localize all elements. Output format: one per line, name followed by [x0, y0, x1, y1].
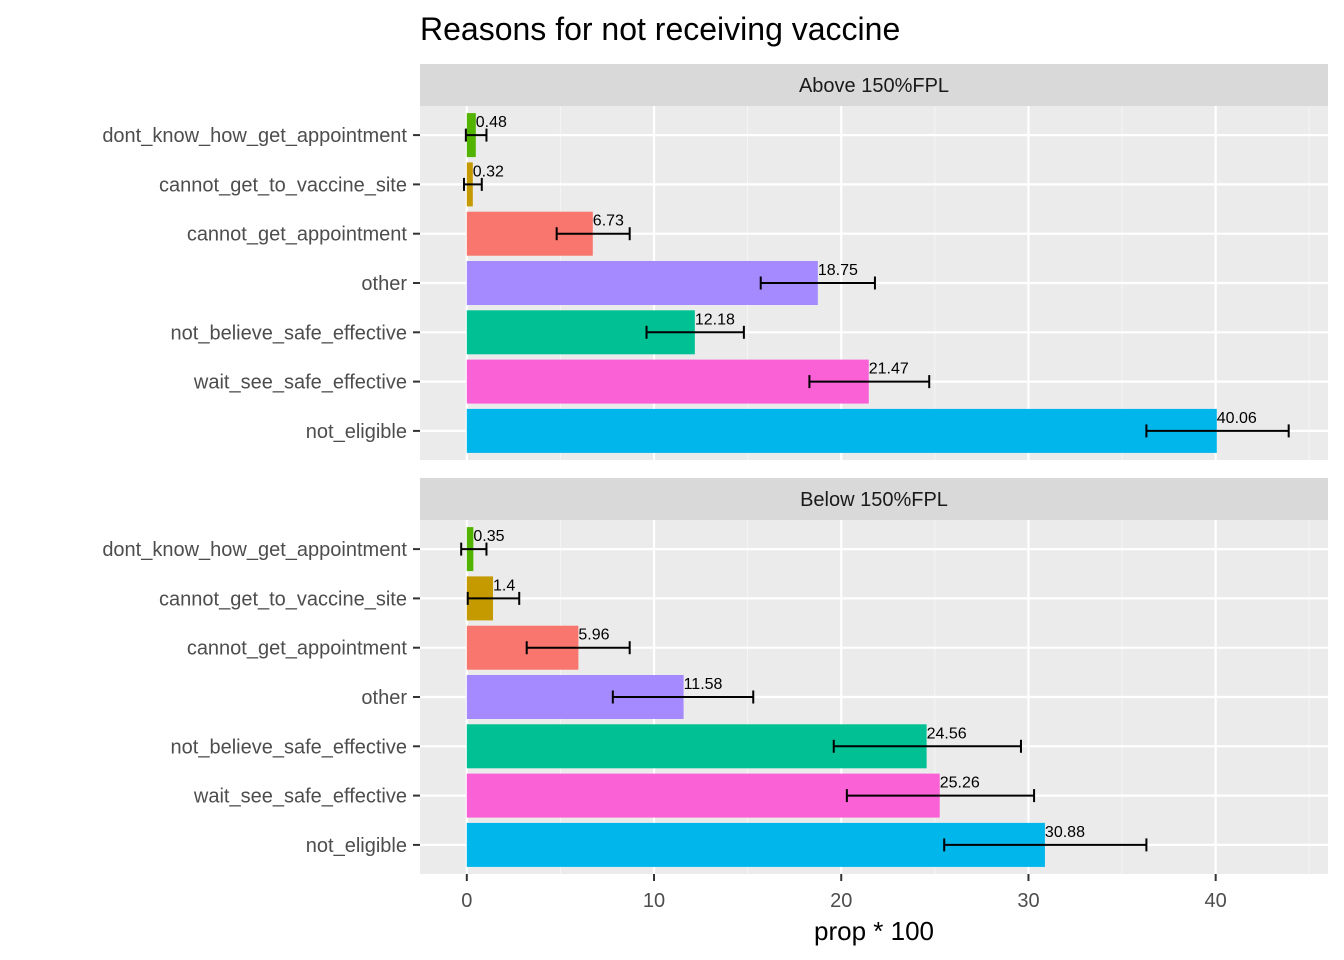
bar	[466, 359, 869, 404]
category-label: cannot_get_appointment	[187, 224, 408, 246]
category-label: dont_know_how_get_appointment	[102, 539, 407, 561]
x-axis-title: prop * 100	[814, 916, 934, 946]
data-label: 0.48	[476, 114, 507, 131]
data-label: 21.47	[869, 361, 909, 378]
data-label: 11.58	[684, 676, 723, 693]
chart-title: Reasons for not receiving vaccine	[420, 11, 900, 47]
data-label: 24.56	[927, 725, 967, 742]
x-tick-label: 10	[643, 890, 665, 912]
data-label: 40.06	[1217, 410, 1257, 427]
category-label: not_eligible	[306, 835, 407, 857]
x-axis: 0 10 20 30 40	[461, 874, 1227, 912]
category-label: cannot_get_to_vaccine_site	[159, 174, 407, 196]
data-label: 0.35	[473, 528, 504, 545]
category-label: dont_know_how_get_appointment	[102, 125, 407, 147]
facet-strip-label: Above 150%FPL	[799, 75, 949, 97]
panels: Above 150%FPL dont_know_how_get_appointme…	[102, 64, 1328, 874]
x-tick-label: 20	[830, 890, 852, 912]
data-label: 1.4	[493, 577, 515, 594]
data-label: 5.96	[578, 627, 609, 644]
category-label: wait_see_safe_effective	[193, 786, 407, 808]
category-label: wait_see_safe_effective	[193, 372, 407, 394]
category-label: other	[361, 687, 407, 709]
category-label: not_believe_safe_effective	[171, 322, 407, 344]
facet-strip-label: Below 150%FPL	[800, 489, 948, 511]
category-label: not_eligible	[306, 421, 407, 443]
x-tick-label: 30	[1017, 890, 1039, 912]
bar	[466, 261, 818, 305]
category-label: cannot_get_to_vaccine_site	[159, 588, 407, 610]
data-label: 0.32	[473, 163, 504, 180]
data-label: 18.75	[818, 262, 858, 279]
data-label: 30.88	[1045, 824, 1085, 841]
bar	[466, 408, 1217, 453]
data-label: 6.73	[593, 213, 624, 230]
panel-1: Above 150%FPL dont_know_how_get_appointme…	[102, 64, 1328, 460]
category-label: other	[361, 273, 407, 295]
facet-strip	[420, 64, 1328, 106]
x-tick-label: 0	[461, 890, 472, 912]
facet-strip	[420, 478, 1328, 520]
category-label: cannot_get_appointment	[187, 638, 408, 660]
data-label: 25.26	[940, 775, 980, 792]
category-label: not_believe_safe_effective	[171, 736, 407, 758]
data-label: 12.18	[695, 311, 735, 328]
panel-2: Below 150%FPL dont_know_how_get_appointme…	[102, 478, 1328, 874]
x-tick-label: 40	[1205, 890, 1227, 912]
